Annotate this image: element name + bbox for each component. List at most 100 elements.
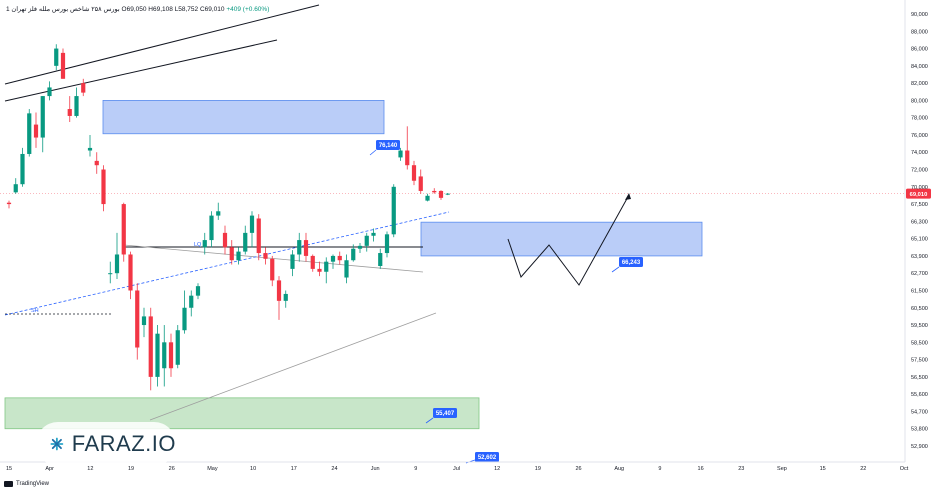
candle (128, 251, 133, 300)
candle-body (67, 109, 72, 116)
candle (121, 202, 126, 262)
candle-body (74, 96, 79, 116)
projection-path (507, 193, 631, 286)
y-tick-label: 74,000 (911, 150, 928, 156)
candle-body (155, 333, 160, 377)
candle (222, 225, 228, 255)
zones (4, 100, 703, 430)
y-tick-label: 88,000 (911, 29, 928, 35)
candle (290, 250, 295, 277)
candle (67, 96, 72, 122)
x-tick-label: 15 (820, 466, 826, 472)
candle-body (418, 176, 423, 191)
label-connector (611, 266, 620, 273)
y-tick-label: 58,500 (911, 340, 928, 346)
y-tick-label: 82,000 (911, 81, 928, 87)
tradingview-icon (4, 481, 13, 487)
last-price-bg (906, 188, 931, 199)
candle (405, 126, 410, 170)
candle-body (209, 215, 214, 241)
x-tick-label: 23 (738, 466, 744, 472)
y-tick-label: 52,900 (911, 444, 928, 450)
candle-body (391, 186, 396, 235)
label-connector (425, 417, 434, 424)
candle-body (33, 124, 39, 138)
x-tick-label: 17 (291, 466, 297, 472)
candle-body (81, 83, 86, 93)
candle-body (195, 286, 201, 296)
candle (141, 307, 147, 338)
y-tick-label: 63,900 (911, 254, 928, 260)
candle-body (175, 330, 180, 365)
candle (81, 78, 86, 97)
y-tick-label: 57,500 (911, 358, 928, 364)
ascending-trendline (149, 312, 437, 421)
candle (40, 96, 45, 153)
candle-body (243, 232, 248, 252)
candle-body (398, 150, 403, 158)
x-tick-label: Apr (45, 466, 54, 472)
candle (330, 254, 336, 269)
candle-body (182, 307, 187, 331)
tradingview-footer[interactable]: TradingView (4, 481, 49, 487)
symbol-name[interactable]: 1 بورس ۲۵۸ شاخص بورس ملله فلز تهران (6, 6, 120, 13)
x-tick-label: 12 (494, 466, 500, 472)
candle (243, 225, 248, 255)
demand-zone-lower (4, 397, 480, 430)
candle-body (135, 290, 140, 348)
annotation-labels: 76,140 66,243 55,407 52,602 LQ SH 69,010 (31, 140, 931, 464)
candle (209, 211, 214, 248)
candle (337, 251, 342, 265)
candle (371, 228, 376, 242)
candle (87, 134, 93, 157)
candle-body (330, 255, 336, 262)
x-tick-label: 19 (535, 466, 541, 472)
candle-body (438, 190, 444, 198)
candle (391, 184, 396, 238)
y-tick-label: 76,000 (911, 133, 928, 139)
candle (189, 290, 194, 317)
y-tick-label: 67,500 (911, 202, 928, 208)
trendlines (0, 4, 905, 421)
candle (297, 232, 302, 262)
candle-body (128, 254, 133, 291)
candle (351, 244, 356, 262)
candle-body (445, 193, 450, 195)
label-52602: 52,602 (475, 452, 499, 462)
label-55407-bg (433, 408, 457, 418)
x-tick-label: 19 (128, 466, 134, 472)
candle-body (317, 268, 322, 272)
candle-body (229, 247, 234, 261)
x-tick-label: Sep (777, 466, 787, 472)
channel-line-lower (4, 39, 278, 102)
candle-body (256, 218, 261, 254)
candle (13, 178, 18, 194)
candle-body (263, 253, 268, 259)
y-tick-label: 56,500 (911, 375, 928, 381)
candle-body (121, 204, 126, 255)
candle-body (94, 160, 99, 166)
candle (398, 147, 403, 161)
candle (33, 112, 39, 148)
symbol-header: 1 بورس ۲۵۸ شاخص بورس ملله فلز تهران O69,… (6, 5, 269, 13)
candle-body (432, 190, 437, 193)
y-tick-label: 59,500 (911, 323, 928, 329)
candle-body (411, 165, 417, 181)
candle-body (378, 253, 383, 266)
x-tick-label: 26 (169, 466, 175, 472)
candle-body (216, 211, 221, 216)
candle-body (87, 147, 93, 151)
sh-label: SH (31, 308, 39, 314)
candle (155, 325, 160, 387)
last-price-text: 69,010 (910, 192, 928, 198)
candle (432, 188, 437, 194)
candle (216, 202, 221, 220)
candle-body (364, 235, 369, 246)
x-tick-label: 22 (860, 466, 866, 472)
candle (229, 240, 234, 265)
candle-body (290, 254, 295, 269)
y-tick-label: 72,000 (911, 168, 928, 174)
candle (276, 276, 282, 320)
y-tick-label: 70,000 (911, 185, 928, 191)
